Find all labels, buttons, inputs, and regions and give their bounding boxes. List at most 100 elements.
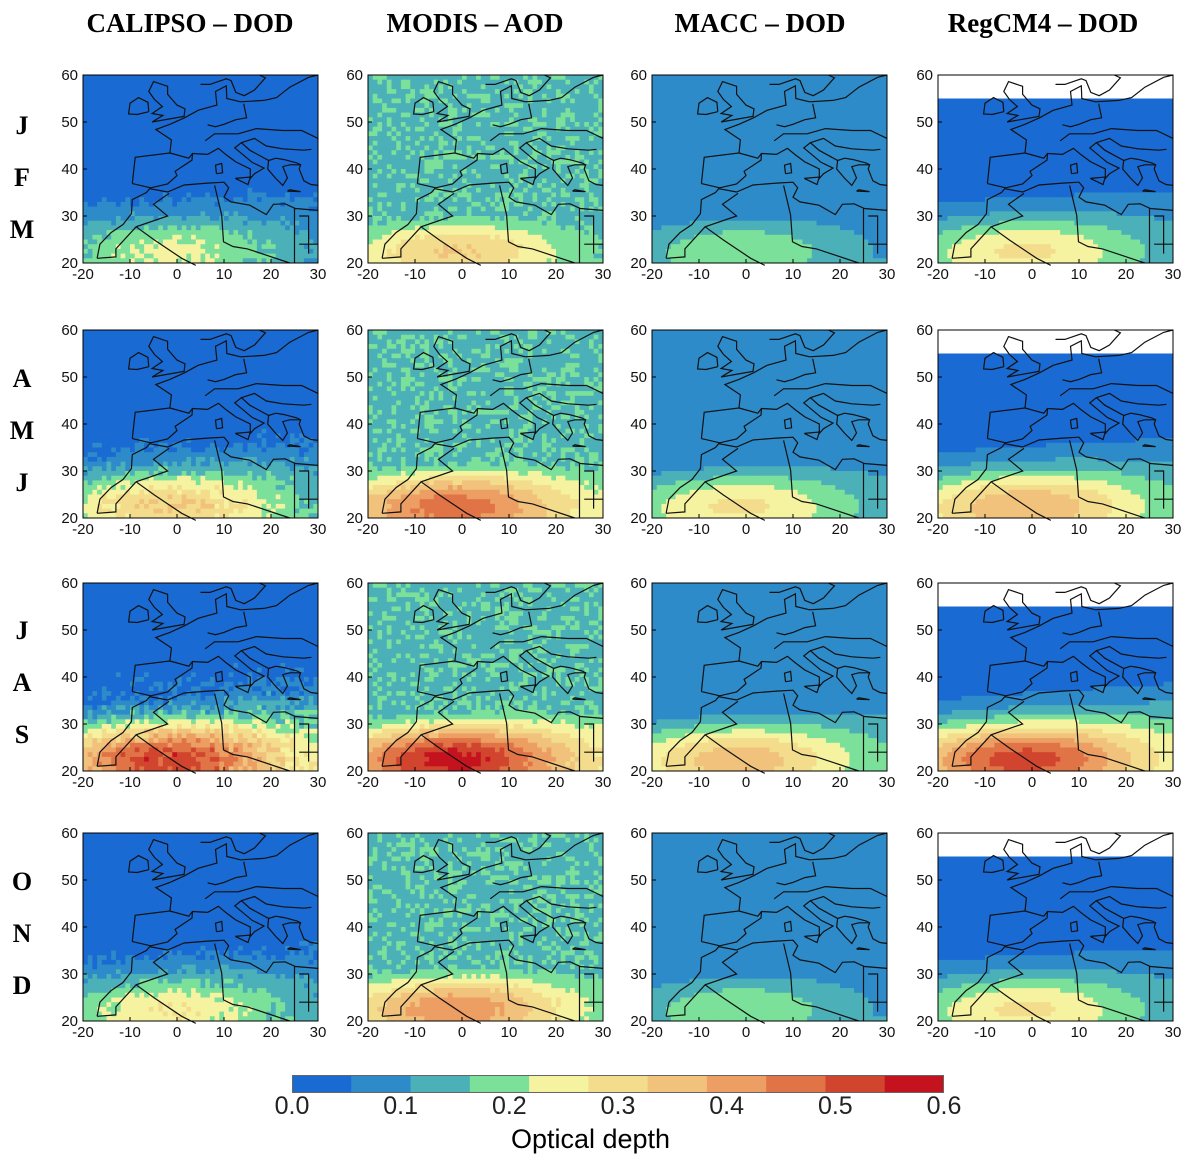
heatmap-cell: [214, 248, 220, 254]
heatmap-cell: [797, 75, 803, 81]
heatmap-cell: [457, 112, 463, 118]
heatmap-cell: [811, 79, 817, 85]
heatmap-cell: [438, 169, 444, 175]
heatmap-cell: [471, 187, 477, 193]
heatmap-cell: [579, 216, 585, 222]
heatmap-cell: [214, 178, 220, 184]
heatmap-cell: [429, 122, 435, 128]
heatmap-cell: [433, 117, 439, 123]
heatmap-cell: [289, 201, 295, 207]
heatmap-cell: [219, 197, 225, 203]
heatmap-cell: [541, 201, 547, 207]
heatmap-cell: [537, 117, 543, 123]
heatmap-cell: [471, 253, 477, 259]
heatmap-cell: [308, 206, 314, 212]
heatmap-cell: [115, 98, 121, 104]
heatmap-cell: [722, 103, 728, 109]
heatmap-cell: [83, 248, 89, 254]
heatmap-cell: [699, 84, 705, 90]
heatmap-cell: [372, 211, 378, 217]
heatmap-cell: [209, 197, 215, 203]
heatmap-cell: [532, 84, 538, 90]
heatmap-cell: [256, 169, 262, 175]
heatmap-cell: [410, 230, 416, 236]
heatmap-cell: [480, 112, 486, 118]
heatmap-cell: [570, 183, 576, 189]
heatmap-cell: [675, 131, 681, 137]
heatmap-cell: [868, 79, 874, 85]
heatmap-cell: [209, 79, 215, 85]
heatmap-cell: [419, 211, 425, 217]
heatmap-cell: [480, 192, 486, 198]
heatmap-cell: [391, 79, 397, 85]
coastline: [499, 185, 575, 264]
heatmap-cell: [736, 103, 742, 109]
heatmap-cell: [821, 107, 827, 113]
heatmap-cell: [708, 131, 714, 137]
heatmap-cell: [377, 79, 383, 85]
heatmap-cell: [87, 216, 93, 222]
heatmap-cell: [106, 131, 112, 137]
heatmap-cell: [313, 89, 319, 95]
heatmap-cell: [476, 84, 482, 90]
heatmap-cell: [382, 211, 388, 217]
heatmap-cell: [238, 89, 244, 95]
heatmap-cell: [177, 220, 183, 226]
heatmap-cell: [106, 164, 112, 170]
heatmap-cell: [708, 93, 714, 99]
heatmap-cell: [415, 131, 421, 137]
heatmap-cell: [466, 253, 472, 259]
heatmap-cell: [368, 234, 374, 240]
heatmap-cell: [275, 211, 281, 217]
heatmap-cell: [565, 154, 571, 160]
heatmap-cell: [565, 140, 571, 146]
heatmap-cell: [476, 248, 482, 254]
heatmap-cell: [694, 98, 700, 104]
heatmap-cell: [303, 173, 309, 179]
heatmap-cell: [289, 117, 295, 123]
heatmap-cell: [405, 192, 411, 198]
heatmap-cell: [499, 140, 505, 146]
heatmap-cell: [410, 112, 416, 118]
heatmap-cell: [499, 112, 505, 118]
heatmap-cell: [313, 211, 319, 217]
heatmap-cell: [120, 230, 126, 236]
heatmap-cell: [741, 107, 747, 113]
heatmap-cell: [238, 248, 244, 254]
heatmap-cell: [588, 75, 594, 81]
heatmap-cell: [532, 150, 538, 156]
heatmap-cell: [476, 93, 482, 99]
heatmap-cell: [527, 112, 533, 118]
heatmap-cell: [746, 75, 752, 81]
season-letter: F: [0, 152, 44, 204]
heatmap-cell: [593, 248, 599, 254]
heatmap-cell: [447, 126, 453, 132]
heatmap-cell: [556, 197, 562, 203]
heatmap-cell: [593, 89, 599, 95]
heatmap-cell: [134, 103, 140, 109]
heatmap-cell: [788, 89, 794, 95]
heatmap-cell: [153, 131, 159, 137]
heatmap-cell: [736, 131, 742, 137]
heatmap-cell: [410, 107, 416, 113]
heatmap-cell: [541, 164, 547, 170]
heatmap-cell: [181, 150, 187, 156]
heatmap-cell: [598, 244, 604, 250]
heatmap-cell: [560, 173, 566, 179]
heatmap-cell: [224, 126, 230, 132]
heatmap-cell: [261, 192, 267, 198]
heatmap-cell: [840, 122, 846, 128]
heatmap-cell: [191, 159, 197, 165]
heatmap-cell: [447, 145, 453, 151]
heatmap-cell: [247, 206, 253, 212]
heatmap-cell: [396, 239, 402, 245]
heatmap-cell: [205, 225, 211, 231]
heatmap-cell: [382, 154, 388, 160]
y-tick-label: 40: [346, 161, 363, 178]
heatmap-cell: [247, 107, 253, 113]
heatmap-cell: [560, 103, 566, 109]
heatmap-cell: [560, 164, 566, 170]
heatmap-cell: [703, 131, 709, 137]
heatmap-cell: [101, 197, 107, 203]
heatmap-cell: [494, 234, 500, 240]
